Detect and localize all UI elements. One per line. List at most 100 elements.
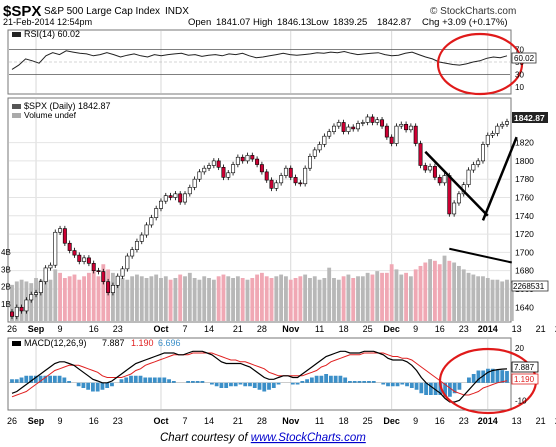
price-candles [10,114,509,320]
candle [447,175,452,215]
volume-bar [308,278,312,321]
volume-bar [471,274,476,321]
volume-bar [115,276,120,321]
candle [14,306,19,317]
macd-histogram-bar [110,382,114,387]
volume-bar [197,279,202,321]
macd-histogram-bar [133,375,138,383]
volume-bar [418,265,423,321]
volume-bar [394,269,399,321]
volume-bar [288,279,293,321]
volume-bar [346,274,351,321]
price-legend-swatch [12,104,21,109]
macd-histogram-bar [276,382,281,385]
candle [307,156,312,169]
candle [149,217,154,226]
candle [48,264,53,269]
macd-histogram-bar [481,370,486,383]
volume-bar [250,278,255,321]
candle [173,193,178,198]
candle [235,156,240,165]
macd-histogram-bar [62,377,67,383]
x-tick-label: 9 [413,416,418,426]
chart-credit-link[interactable]: www.StockCharts.com [251,432,366,444]
x-tick-label: 23 [459,324,469,334]
candle [346,126,351,132]
candle [303,167,308,185]
high-value: 1846.13 [277,17,311,28]
volume-bar [428,259,433,321]
volume-bar [505,279,509,321]
volume-bar [149,276,154,321]
volume-bar [101,264,106,321]
x-tick-label: 13 [512,416,522,426]
volume-bar [178,274,183,321]
volume-bar [485,278,490,321]
x-tick-label: Dec [383,324,400,334]
x-tick-label: 11 [315,324,324,334]
x-tick-label: 2014 [478,416,498,426]
candle [255,158,260,165]
chart-credit-prefix: Chart courtesy of [160,432,251,444]
volume-bar [192,278,197,321]
x-tick-label: 16 [435,324,445,334]
candle [250,155,255,160]
volume-bar [495,279,500,321]
macd-histogram-bar [76,382,81,387]
x-tick-label: 2014 [478,324,498,334]
volume-bar [264,276,269,321]
candle [500,123,505,127]
macd-histogram-bar [190,381,195,383]
candle [125,255,130,270]
volume-bar [259,272,264,321]
x-tick-label: 23 [459,416,469,426]
candle [428,166,433,171]
macd-histogram-bar [152,377,157,383]
volume-bar [481,276,485,321]
macd-value-tag-text: 7.887 [514,363,535,372]
candle [197,171,202,180]
volume-bar [62,278,67,321]
macd-histogram-bar [381,382,386,385]
macd-tick--10: -10 [515,396,527,405]
candle [317,144,322,151]
volume-bar [298,276,303,321]
macd-histogram-bar [328,375,333,383]
candle [158,200,163,209]
volume-bar [461,269,466,321]
macd-histogram-bar [305,379,309,383]
candle [490,133,495,136]
annotations [424,32,538,415]
macd-histogram-bar [186,381,191,383]
price-trendline-0 [424,150,489,217]
volume-bar [43,276,48,321]
volume-bar [490,279,495,321]
candle [207,165,212,169]
rsi-annotation-circle [436,32,524,96]
macd-tick-20: 20 [515,344,524,353]
candle [288,167,293,178]
x-tick-label: Sep [28,324,45,334]
macd-histogram-bar [395,382,400,387]
candle [432,166,437,178]
volume-bar [135,274,139,321]
macd-histogram-bar [409,382,414,388]
volume-bar [10,284,14,321]
macd-histogram-bar [362,381,367,383]
macd-histogram-bar [57,375,62,383]
macd-series [9,350,510,403]
candle [423,165,428,171]
volume-bar [413,269,418,321]
open-value: 1841.07 [216,17,250,28]
x-tick-label: Oct [153,324,168,334]
x-tick-label: Sep [28,416,45,426]
candle [332,125,336,132]
candle [384,125,389,138]
histogram-value: 6.696 [158,338,181,348]
price-tick-1680: 1680 [515,266,534,276]
volume-bar [120,278,125,321]
candle [259,164,264,173]
macd-legend-swatch [12,341,21,346]
candle [96,270,101,272]
candle [341,122,346,132]
